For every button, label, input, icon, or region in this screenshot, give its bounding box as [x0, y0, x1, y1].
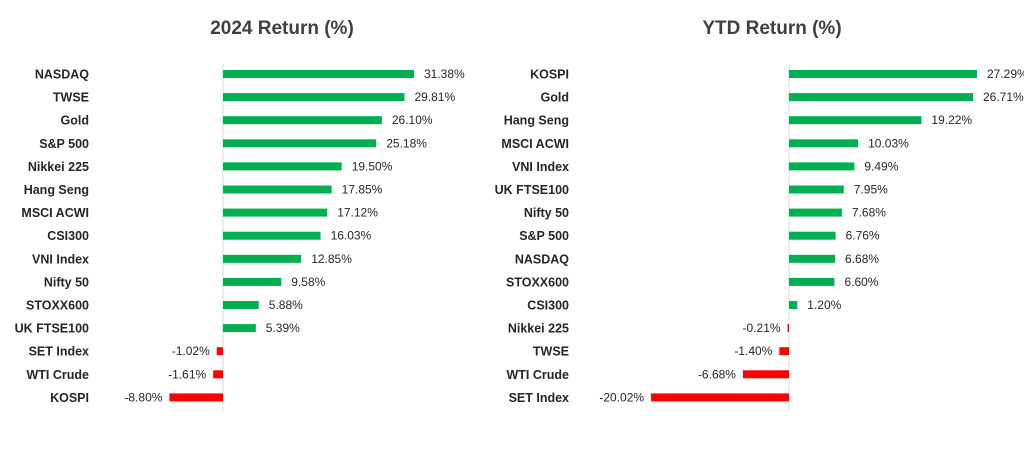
category-label: SET Index [509, 391, 569, 405]
bar [787, 324, 789, 333]
bar [742, 370, 789, 379]
category-label: NASDAQ [35, 68, 89, 82]
category-label: MSCI ACWI [501, 137, 569, 151]
category-label: NASDAQ [515, 252, 569, 266]
category-label: Hang Seng [504, 114, 569, 128]
category-label: Gold [541, 91, 569, 105]
bar [789, 162, 855, 171]
bar [789, 70, 977, 78]
value-label: 19.22% [931, 113, 972, 127]
bar [223, 70, 414, 78]
category-label: MSCI ACWI [21, 206, 89, 220]
chart-ytd-return: YTD Return (%) KOSPI 27.29% Gold 26.71% Hang… [495, 18, 1024, 410]
category-label: S&P 500 [39, 137, 89, 151]
category-label: S&P 500 [519, 229, 569, 243]
bar [789, 116, 922, 125]
bar [223, 208, 328, 217]
category-label: Gold [61, 114, 89, 128]
bar [651, 393, 789, 402]
category-label: Hang Seng [24, 183, 89, 197]
value-label: 16.03% [331, 229, 372, 243]
value-label: 31.38% [424, 67, 465, 81]
category-label: SET Index [29, 345, 89, 359]
category-label: UK FTSE100 [15, 322, 89, 336]
value-label: 7.95% [854, 183, 888, 197]
chart-2024-return: 2024 Return (%) NASDAQ 31.38% TWSE 29.81% Go… [15, 18, 465, 410]
bar [789, 277, 835, 286]
value-label: 19.50% [352, 159, 393, 173]
value-label: -1.02% [172, 344, 210, 358]
value-label: 7.68% [852, 206, 886, 220]
value-label: -0.21% [743, 321, 781, 335]
value-label: 5.88% [269, 298, 303, 312]
value-label: 27.29% [987, 67, 1024, 81]
bar [223, 139, 377, 148]
value-label: 9.49% [864, 159, 898, 173]
category-label: WTI Crude [507, 368, 570, 382]
value-label: 12.85% [311, 252, 352, 266]
value-label: -6.68% [698, 367, 736, 381]
chart-title-ytd: YTD Return (%) [702, 18, 841, 39]
bar [789, 93, 974, 102]
value-label: 1.20% [807, 298, 841, 312]
category-label: Nikkei 225 [508, 322, 569, 336]
category-label: VNI Index [512, 160, 569, 174]
bar [223, 231, 321, 240]
category-label: CSI300 [47, 229, 89, 243]
bar [789, 301, 798, 309]
value-label: 6.76% [846, 229, 880, 243]
value-label: 29.81% [414, 90, 455, 104]
value-label: -8.80% [124, 390, 162, 404]
value-label: -1.61% [168, 367, 206, 381]
value-label: -1.40% [734, 344, 772, 358]
category-label: WTI Crude [27, 368, 90, 382]
category-label: VNI Index [32, 252, 89, 266]
chart-title-2024: 2024 Return (%) [210, 18, 354, 39]
category-label: STOXX600 [26, 299, 89, 313]
bar [779, 347, 789, 356]
value-label: 6.60% [844, 275, 878, 289]
bar [789, 208, 842, 217]
bar [169, 393, 223, 402]
bar [789, 139, 859, 148]
value-label: 10.03% [868, 136, 909, 150]
bar [216, 347, 223, 356]
category-label: KOSPI [530, 68, 569, 82]
category-label: CSI300 [527, 299, 569, 313]
category-label: UK FTSE100 [495, 183, 569, 197]
bar [789, 254, 836, 263]
bar [223, 324, 256, 333]
value-label: 5.39% [266, 321, 300, 335]
bar [223, 162, 342, 171]
bar [789, 185, 844, 194]
bar [789, 231, 836, 240]
bar [223, 93, 405, 102]
category-label: Nikkei 225 [28, 160, 89, 174]
bar [223, 254, 302, 263]
category-label: STOXX600 [506, 275, 569, 289]
category-label: KOSPI [50, 391, 89, 405]
category-label: TWSE [53, 91, 89, 105]
value-label: 6.68% [845, 252, 879, 266]
bar [223, 277, 282, 286]
bar [223, 185, 332, 194]
bar [223, 116, 382, 125]
bar [213, 370, 223, 379]
value-label: 26.10% [392, 113, 433, 127]
category-label: TWSE [533, 345, 569, 359]
value-label: 17.85% [342, 183, 383, 197]
value-label: 26.71% [983, 90, 1024, 104]
value-label: 17.12% [337, 206, 378, 220]
value-label: -20.02% [599, 390, 644, 404]
category-label: Nifty 50 [524, 206, 569, 220]
category-label: Nifty 50 [44, 275, 89, 289]
value-label: 25.18% [386, 136, 427, 150]
value-label: 9.58% [291, 275, 325, 289]
bar [223, 301, 259, 309]
